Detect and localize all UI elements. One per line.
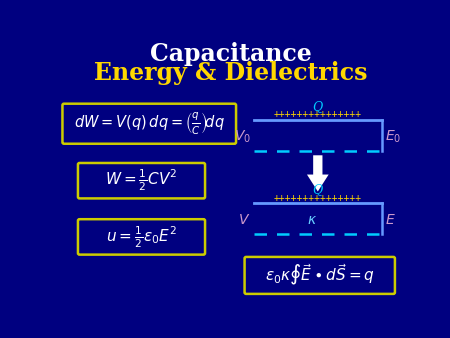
- Text: $W = \frac{1}{2}CV^{2}$: $W = \frac{1}{2}CV^{2}$: [105, 168, 178, 193]
- Text: $u = \frac{1}{2}\varepsilon_0 E^{2}$: $u = \frac{1}{2}\varepsilon_0 E^{2}$: [106, 224, 177, 250]
- Text: $\kappa$: $\kappa$: [306, 213, 317, 227]
- Text: $\varepsilon_0\kappa\oint \vec{E}\bullet d\vec{S} = q$: $\varepsilon_0\kappa\oint \vec{E}\bullet…: [265, 263, 375, 288]
- Text: $V$: $V$: [238, 213, 251, 227]
- Text: $E_0$: $E_0$: [385, 129, 401, 145]
- Text: $dW = V(q)\,dq = \left(\frac{q}{C}\right)\!dq$: $dW = V(q)\,dq = \left(\frac{q}{C}\right…: [74, 111, 225, 137]
- Text: +++++++++++++++: +++++++++++++++: [274, 193, 362, 203]
- Text: Capacitance: Capacitance: [150, 43, 311, 67]
- Text: Q: Q: [313, 100, 323, 113]
- FancyBboxPatch shape: [78, 219, 205, 255]
- Text: Q: Q: [313, 184, 323, 196]
- FancyBboxPatch shape: [63, 104, 236, 144]
- Text: $E$: $E$: [385, 213, 396, 227]
- FancyBboxPatch shape: [78, 163, 205, 198]
- FancyBboxPatch shape: [245, 257, 395, 294]
- Text: +++++++++++++++: +++++++++++++++: [274, 110, 362, 119]
- Text: $V_0$: $V_0$: [234, 129, 251, 145]
- Polygon shape: [307, 155, 328, 192]
- Text: Energy & Dielectrics: Energy & Dielectrics: [94, 61, 367, 85]
